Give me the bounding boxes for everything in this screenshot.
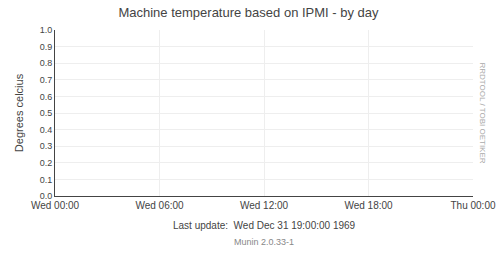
svg-text:Thu 00:00: Thu 00:00 xyxy=(450,200,495,211)
svg-text:0.2: 0.2 xyxy=(40,158,53,168)
svg-text:1.0: 1.0 xyxy=(40,25,53,35)
svg-text:Wed 00:00: Wed 00:00 xyxy=(31,200,80,211)
svg-text:0.5: 0.5 xyxy=(40,108,53,118)
svg-text:Degrees celcius: Degrees celcius xyxy=(13,73,25,152)
svg-text:0.8: 0.8 xyxy=(40,58,53,68)
svg-text:RRDTOOL / TOBI OETIKER: RRDTOOL / TOBI OETIKER xyxy=(478,63,487,164)
svg-text:Machine temperature based on I: Machine temperature based on IPMI - by d… xyxy=(118,5,379,20)
svg-text:Wed 18:00: Wed 18:00 xyxy=(344,200,393,211)
svg-text:0.4: 0.4 xyxy=(40,125,53,135)
svg-text:Wed 12:00: Wed 12:00 xyxy=(240,200,289,211)
svg-text:0.3: 0.3 xyxy=(40,141,53,151)
svg-text:Wed 06:00: Wed 06:00 xyxy=(135,200,184,211)
svg-text:0.7: 0.7 xyxy=(40,75,53,85)
svg-text:0.1: 0.1 xyxy=(40,175,53,185)
svg-text:Munin 2.0.33-1: Munin 2.0.33-1 xyxy=(234,237,294,247)
svg-text:Last update: Wed Dec 31 19:00: Last update: Wed Dec 31 19:00:00 1969 xyxy=(173,220,356,231)
svg-text:0.6: 0.6 xyxy=(40,92,53,102)
svg-text:0.9: 0.9 xyxy=(40,42,53,52)
svg-text:0.0: 0.0 xyxy=(40,191,53,201)
